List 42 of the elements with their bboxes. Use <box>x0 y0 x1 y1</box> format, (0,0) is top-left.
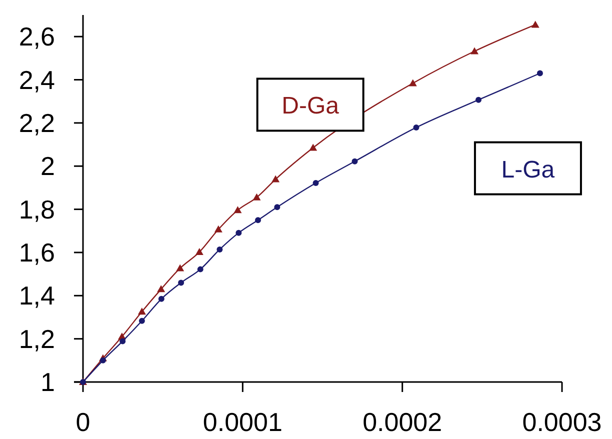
point <box>531 20 540 28</box>
point <box>236 230 242 236</box>
text: L-Ga <box>501 156 556 184</box>
point <box>158 296 164 302</box>
y-tick-label: 1,6 <box>18 237 55 268</box>
x-tick-label: 0.0002 <box>362 407 442 437</box>
point <box>475 96 482 103</box>
y-tick-label: 2,2 <box>18 108 55 138</box>
point <box>178 280 184 286</box>
point <box>234 206 242 214</box>
point <box>254 217 261 224</box>
point <box>408 79 417 86</box>
point <box>214 225 222 232</box>
y-tick-label: 2 <box>40 151 55 182</box>
y-tick-label: 1,8 <box>18 194 55 224</box>
point <box>100 357 106 364</box>
y-tick-label: 2,4 <box>18 64 55 95</box>
point <box>216 246 223 252</box>
point <box>274 204 280 210</box>
y-tick-label: 2,6 <box>18 22 55 52</box>
point <box>138 308 146 315</box>
point <box>470 47 479 54</box>
x-tick-label: 0.0003 <box>522 407 602 437</box>
point <box>309 144 318 151</box>
x-tick-label: 0.0001 <box>202 407 282 437</box>
point <box>352 158 358 164</box>
point <box>120 338 126 344</box>
point <box>195 248 204 256</box>
point <box>157 285 166 292</box>
point <box>138 318 145 324</box>
y-tick-label: 1,4 <box>18 280 55 311</box>
point <box>176 264 184 272</box>
point <box>312 180 319 186</box>
x-tick-label: 0 <box>76 407 90 437</box>
point <box>413 124 420 130</box>
y-tick-label: 1 <box>40 367 55 397</box>
series-label: D-Ga <box>282 92 340 120</box>
point <box>272 175 280 182</box>
y-tick-label: 1,2 <box>18 324 55 354</box>
point <box>197 266 204 272</box>
point <box>252 193 261 200</box>
point <box>536 70 543 76</box>
